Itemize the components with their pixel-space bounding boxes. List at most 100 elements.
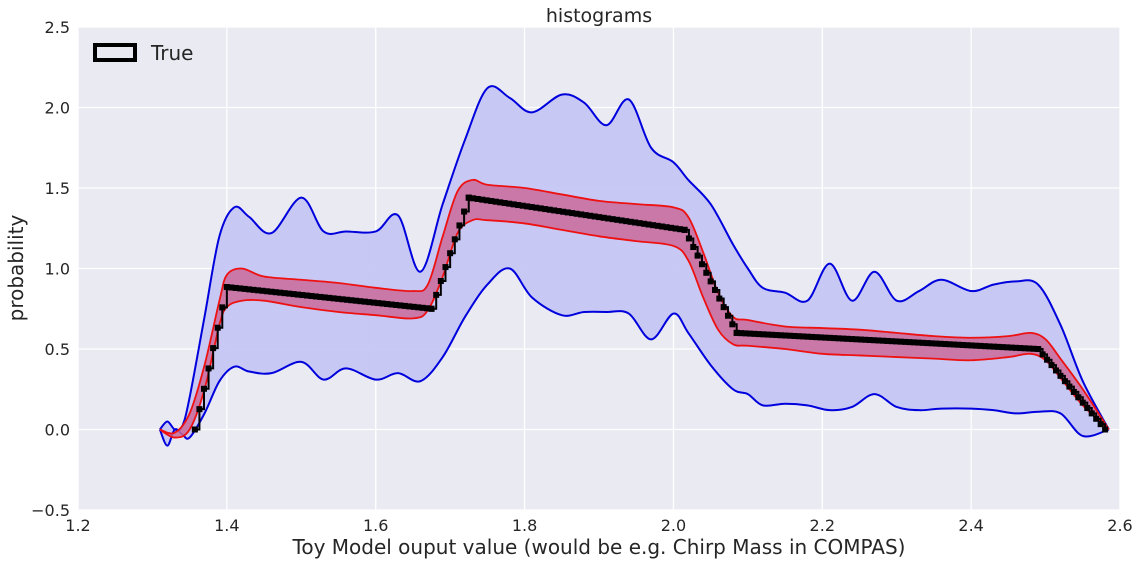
true-marker bbox=[223, 284, 230, 291]
true-marker bbox=[196, 406, 203, 413]
true-marker bbox=[795, 333, 802, 340]
true-marker bbox=[618, 217, 625, 224]
true-marker bbox=[1061, 378, 1068, 385]
true-marker bbox=[415, 304, 422, 311]
y-tick-label: 1.5 bbox=[45, 179, 70, 198]
true-marker bbox=[551, 207, 558, 214]
true-marker bbox=[685, 235, 692, 242]
x-axis-title: Toy Model ouput value (would be e.g. Chi… bbox=[292, 535, 906, 559]
true-marker bbox=[357, 298, 364, 305]
true-marker bbox=[946, 341, 953, 348]
true-marker bbox=[663, 224, 670, 231]
true-marker bbox=[578, 211, 585, 218]
true-marker bbox=[716, 295, 723, 302]
true-marker bbox=[844, 335, 851, 342]
true-marker bbox=[497, 199, 504, 206]
true-marker bbox=[986, 343, 993, 350]
true-marker bbox=[272, 289, 279, 296]
inner-band-fill bbox=[159, 179, 1109, 438]
true-marker bbox=[786, 332, 793, 339]
true-marker bbox=[742, 330, 749, 337]
true-marker bbox=[1048, 362, 1055, 369]
true-marker bbox=[524, 203, 531, 210]
y-tick-label: 0.5 bbox=[45, 340, 70, 359]
true-marker bbox=[897, 338, 904, 345]
true-marker bbox=[733, 329, 740, 336]
true-marker bbox=[1057, 372, 1064, 379]
true-marker bbox=[1012, 344, 1019, 351]
true-marker bbox=[875, 337, 882, 344]
x-tick-label: 1.2 bbox=[65, 516, 90, 535]
true-marker bbox=[1070, 388, 1077, 395]
true-marker bbox=[1088, 410, 1095, 417]
true-marker bbox=[804, 333, 811, 340]
true-marker bbox=[401, 302, 408, 309]
true-marker bbox=[862, 336, 869, 343]
true-marker bbox=[738, 330, 745, 337]
true-marker bbox=[1030, 345, 1037, 352]
true-marker bbox=[650, 222, 657, 229]
true-marker bbox=[366, 299, 373, 306]
true-marker bbox=[370, 299, 377, 306]
true-marker bbox=[330, 295, 337, 302]
true-marker bbox=[433, 291, 440, 298]
true-marker bbox=[241, 285, 248, 292]
true-marker bbox=[888, 338, 895, 345]
true-marker bbox=[1017, 345, 1024, 352]
true-marker bbox=[990, 343, 997, 350]
true-marker bbox=[569, 210, 576, 217]
true-marker bbox=[968, 342, 975, 349]
true-marker bbox=[725, 312, 732, 319]
true-marker bbox=[955, 341, 962, 348]
true-marker bbox=[1093, 415, 1100, 422]
true-marker bbox=[352, 297, 359, 304]
true-marker bbox=[537, 205, 544, 212]
true-marker bbox=[884, 337, 891, 344]
true-marker bbox=[191, 426, 198, 433]
true-marker bbox=[755, 331, 762, 338]
true-marker bbox=[1052, 367, 1059, 374]
true-marker bbox=[397, 302, 404, 309]
true-marker bbox=[506, 200, 513, 207]
x-tick-label: 2.4 bbox=[958, 516, 983, 535]
true-marker bbox=[879, 337, 886, 344]
true-marker bbox=[384, 301, 391, 308]
true-marker bbox=[510, 201, 517, 208]
true-marker bbox=[219, 304, 226, 311]
true-marker bbox=[933, 340, 940, 347]
true-marker bbox=[690, 244, 697, 251]
true-marker bbox=[263, 288, 270, 295]
true-marker bbox=[542, 206, 549, 213]
true-marker bbox=[973, 342, 980, 349]
true-marker bbox=[627, 218, 634, 225]
true-marker bbox=[729, 321, 736, 328]
true-marker bbox=[379, 300, 386, 307]
outer-band-upper-line bbox=[159, 85, 1110, 432]
true-marker bbox=[995, 343, 1002, 350]
legend-swatch bbox=[93, 43, 137, 62]
true-marker bbox=[573, 210, 580, 217]
legend: True bbox=[93, 41, 193, 65]
true-marker bbox=[470, 195, 477, 202]
true-marker bbox=[928, 340, 935, 347]
y-tick-label: 2.5 bbox=[45, 18, 70, 37]
true-marker bbox=[614, 216, 621, 223]
true-marker bbox=[492, 198, 499, 205]
true-marker bbox=[246, 286, 253, 293]
true-marker bbox=[406, 303, 413, 310]
true-marker bbox=[1026, 345, 1033, 352]
x-tick-label: 1.4 bbox=[214, 516, 239, 535]
true-marker bbox=[343, 296, 350, 303]
true-marker bbox=[456, 222, 463, 229]
legend-label-true: True bbox=[150, 41, 193, 65]
true-marker bbox=[232, 284, 239, 291]
true-marker bbox=[303, 292, 310, 299]
true-marker bbox=[308, 292, 315, 299]
x-tick-label: 1.6 bbox=[363, 516, 388, 535]
true-marker bbox=[582, 212, 589, 219]
true-marker bbox=[942, 341, 949, 348]
true-marker bbox=[501, 200, 508, 207]
x-tick-label: 2.2 bbox=[810, 516, 835, 535]
true-marker bbox=[672, 225, 679, 232]
true-marker bbox=[681, 226, 688, 233]
